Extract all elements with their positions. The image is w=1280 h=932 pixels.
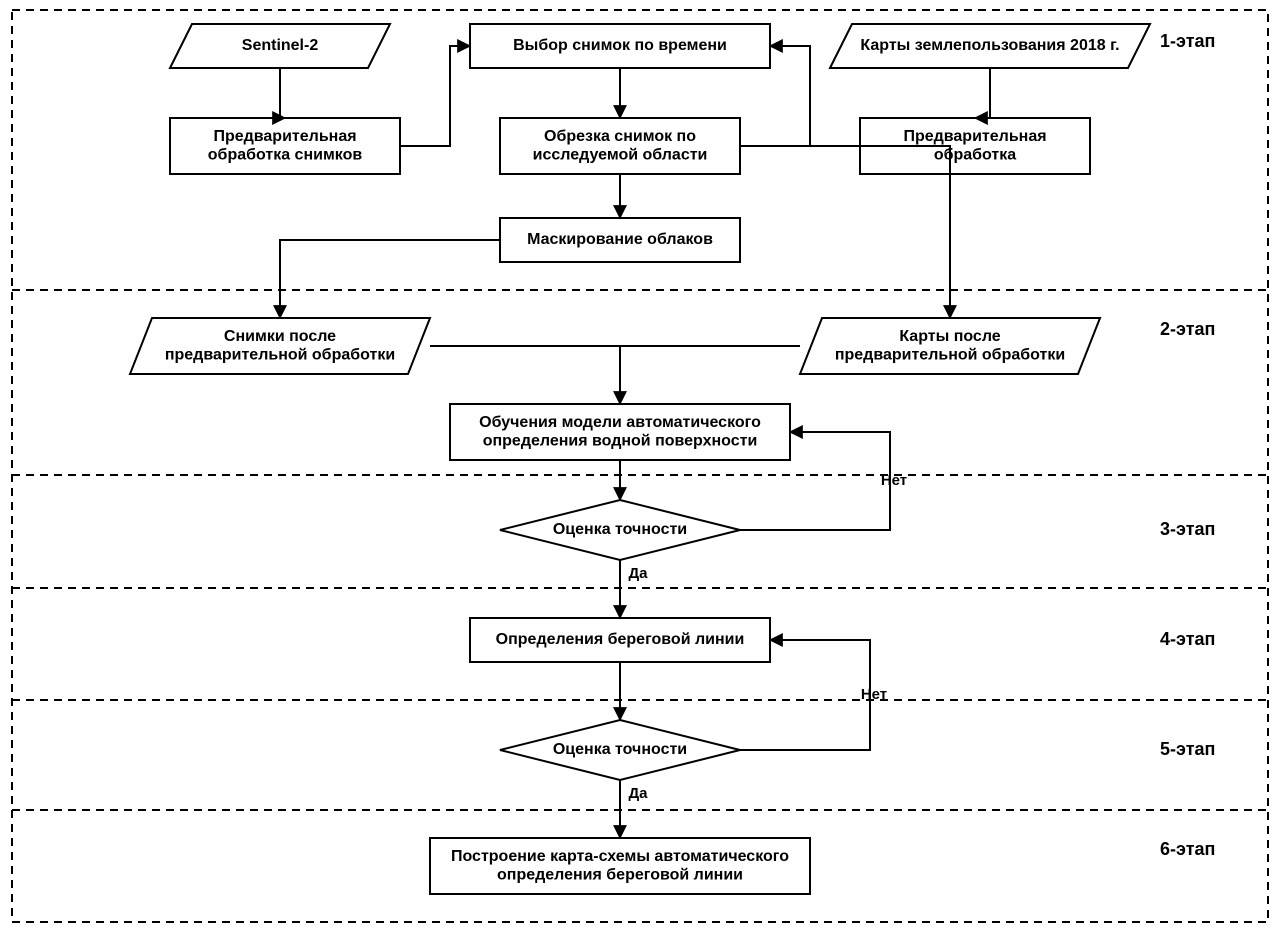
edge-label: Да: [628, 785, 648, 802]
node-selectByTime: Выбор снимок по времени: [470, 24, 770, 68]
node-label: Оценка точности: [553, 521, 687, 538]
node-preProcImg: Предварительнаяобработка снимков: [170, 118, 400, 174]
node-label: Sentinel-2: [242, 37, 319, 54]
flowchart-canvas: 1-этап 2-этап 3-этап 4-этап 5-этап 6-этап Sent…: [0, 0, 1280, 932]
node-label: определения водной поверхности: [483, 432, 758, 449]
node-label: Предварительная: [903, 128, 1046, 145]
edge: [975, 68, 990, 118]
node-label: Определения береговой линии: [496, 631, 745, 648]
node-label: Снимки после: [224, 328, 336, 345]
node-label: Построение карта-схемы автоматического: [451, 848, 789, 865]
node-label: Обрезка снимок по: [544, 128, 696, 145]
node-label: предварительной обработки: [835, 346, 1065, 363]
node-label: обработка: [934, 146, 1016, 163]
node-maskClouds: Маскирование облаков: [500, 218, 740, 262]
node-label: обработка снимков: [208, 146, 363, 163]
edge: [430, 346, 620, 404]
node-label: Маскирование облаков: [527, 231, 713, 248]
node-acc1: Оценка точности: [500, 500, 740, 560]
edge-label: Нет: [881, 472, 907, 489]
stage-label: 5-этап: [1160, 739, 1215, 759]
stage-label: 2-этап: [1160, 319, 1215, 339]
edge: [620, 346, 800, 404]
stage-label: 3-этап: [1160, 519, 1215, 539]
node-label: исследуемой области: [533, 146, 708, 163]
node-trainModel: Обучения модели автоматическогоопределен…: [450, 404, 790, 460]
node-acc2: Оценка точности: [500, 720, 740, 780]
node-label: Предварительная: [213, 128, 356, 145]
node-buildMap: Построение карта-схемы автоматическогооп…: [430, 838, 810, 894]
edge-label: Нет: [861, 686, 887, 703]
node-landuse: Карты землепользования 2018 г.: [830, 24, 1150, 68]
node-afterImg: Снимки послепредварительной обработки: [130, 318, 430, 374]
node-label: Карты землепользования 2018 г.: [860, 37, 1119, 54]
edge: [400, 46, 470, 146]
node-coastline: Определения береговой линии: [470, 618, 770, 662]
stage-label: 1-этап: [1160, 31, 1215, 51]
node-sentinel: Sentinel-2: [170, 24, 390, 68]
edge-label: Да: [628, 565, 648, 582]
node-label: Выбор снимок по времени: [513, 37, 727, 54]
node-label: Карты после: [899, 328, 1000, 345]
edge: [280, 68, 285, 118]
stage-label: 6-этап: [1160, 839, 1215, 859]
node-afterMap: Карты послепредварительной обработки: [800, 318, 1100, 374]
node-label: Обучения модели автоматического: [479, 414, 761, 431]
node-label: предварительной обработки: [165, 346, 395, 363]
node-label: Оценка точности: [553, 741, 687, 758]
edge: [280, 240, 500, 318]
stage-label: 4-этап: [1160, 629, 1215, 649]
node-label: определения береговой линии: [497, 866, 743, 883]
node-clipStudy: Обрезка снимок поисследуемой области: [500, 118, 740, 174]
